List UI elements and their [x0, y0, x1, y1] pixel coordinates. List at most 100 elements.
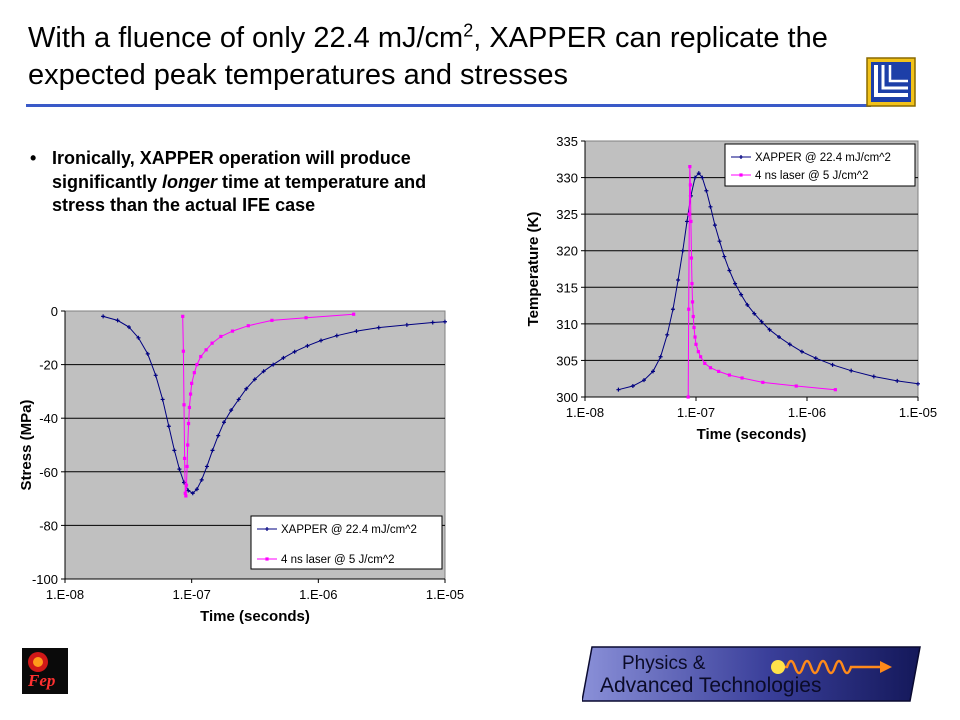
series-point: [305, 343, 310, 348]
llnl-logo-l-inner: [888, 65, 908, 83]
series-point: [752, 311, 757, 316]
series-point: [690, 282, 694, 286]
y-tick-label: -20: [39, 358, 58, 373]
y-tick-label: -80: [39, 518, 58, 533]
series-point: [895, 378, 900, 383]
series-point: [916, 381, 920, 386]
y-tick-label: -60: [39, 465, 58, 480]
series-point: [717, 369, 721, 373]
series-point: [676, 277, 681, 282]
pat-logo-line2: Advanced Technologies: [600, 674, 821, 697]
series-point: [727, 268, 732, 273]
series-point: [153, 373, 158, 378]
series-point: [204, 348, 208, 352]
series-point: [787, 342, 792, 347]
series-point: [304, 316, 308, 320]
legend-entry: 4 ns laser @ 5 J/cm^2: [281, 554, 395, 566]
series-point: [186, 421, 191, 426]
series-point: [704, 188, 709, 193]
series-point: [722, 254, 727, 259]
series-point: [199, 354, 203, 359]
legend-box: [250, 515, 443, 570]
series-point: [689, 256, 694, 260]
x-tick-label: 1.E-07: [173, 587, 211, 602]
series-point: [181, 349, 185, 353]
y-tick-label: 335: [556, 134, 578, 149]
series-point: [703, 361, 707, 365]
series-point: [192, 371, 196, 375]
x-tick-label: 1.E-07: [677, 405, 715, 420]
series-point: [708, 204, 713, 209]
series-line-1: [182, 313, 354, 497]
series-point: [430, 320, 435, 325]
fep-logo: Fep: [22, 648, 68, 694]
series-point: [204, 464, 209, 469]
series-point: [740, 376, 744, 380]
series-point: [694, 342, 698, 346]
y-tick-label: 0: [51, 304, 58, 319]
y-tick-label: 320: [556, 244, 578, 259]
series-point: [849, 368, 854, 373]
series-point: [777, 335, 782, 340]
series-point: [871, 374, 876, 379]
x-tick-label: 1.E-08: [46, 587, 84, 602]
series-point: [813, 356, 818, 361]
pat-logo-glow: [771, 660, 785, 674]
legend-entry: 4 ns laser @ 5 J/cm^2: [755, 170, 869, 182]
series-point: [219, 334, 223, 339]
legend-box: [724, 143, 916, 187]
series-point: [319, 338, 324, 343]
title-underline: [26, 104, 871, 107]
series-point: [126, 325, 131, 330]
series-point: [733, 281, 738, 286]
series-point: [794, 384, 798, 388]
series-point: [685, 219, 690, 224]
series-point: [181, 314, 185, 318]
bullet-text-emphasis: longer: [162, 171, 218, 192]
series-point: [693, 175, 698, 180]
llnl-logo: [866, 57, 916, 107]
series-point: [292, 349, 297, 354]
pat-logo-wave: [772, 659, 882, 675]
llnl-logo-l-middle: [881, 65, 908, 90]
x-tick-label: 1.E-05: [899, 405, 937, 420]
x-tick-label: 1.E-06: [299, 587, 337, 602]
series-point: [183, 456, 187, 460]
series-point: [210, 341, 214, 345]
legend-swatch-marker: [739, 155, 743, 159]
series-point: [199, 477, 204, 482]
series-point: [688, 183, 692, 187]
series-point: [186, 443, 190, 447]
y-tick-label: -100: [32, 572, 58, 587]
series-point: [745, 302, 750, 307]
series-point: [252, 377, 257, 382]
series-point: [216, 433, 221, 438]
fep-logo-flare-core: [33, 657, 43, 667]
series-point: [352, 312, 356, 316]
pat-logo-arrow: [880, 661, 892, 673]
series-point: [182, 403, 186, 407]
series-point: [190, 381, 194, 385]
series-point: [166, 424, 171, 429]
series-point: [692, 325, 696, 330]
x-tick-label: 1.E-05: [426, 587, 464, 602]
series-point: [687, 307, 691, 311]
series-point: [210, 448, 215, 453]
x-tick-label: 1.E-06: [788, 405, 826, 420]
series-point: [830, 362, 835, 367]
series-point: [767, 327, 772, 332]
series-point: [658, 354, 663, 359]
series-point: [246, 324, 250, 328]
series-point: [443, 319, 447, 324]
fep-logo-text: Fep: [27, 671, 55, 690]
series-point: [115, 318, 120, 323]
series-point: [616, 387, 621, 392]
series-point: [194, 487, 199, 492]
series-point: [698, 355, 703, 359]
title-superscript: 2: [463, 20, 474, 41]
series-point: [222, 420, 227, 425]
series-point: [690, 300, 695, 304]
legend-entry: XAPPER @ 22.4 mJ/cm^2: [755, 152, 891, 164]
series-point: [229, 408, 234, 413]
series-point: [799, 349, 804, 354]
